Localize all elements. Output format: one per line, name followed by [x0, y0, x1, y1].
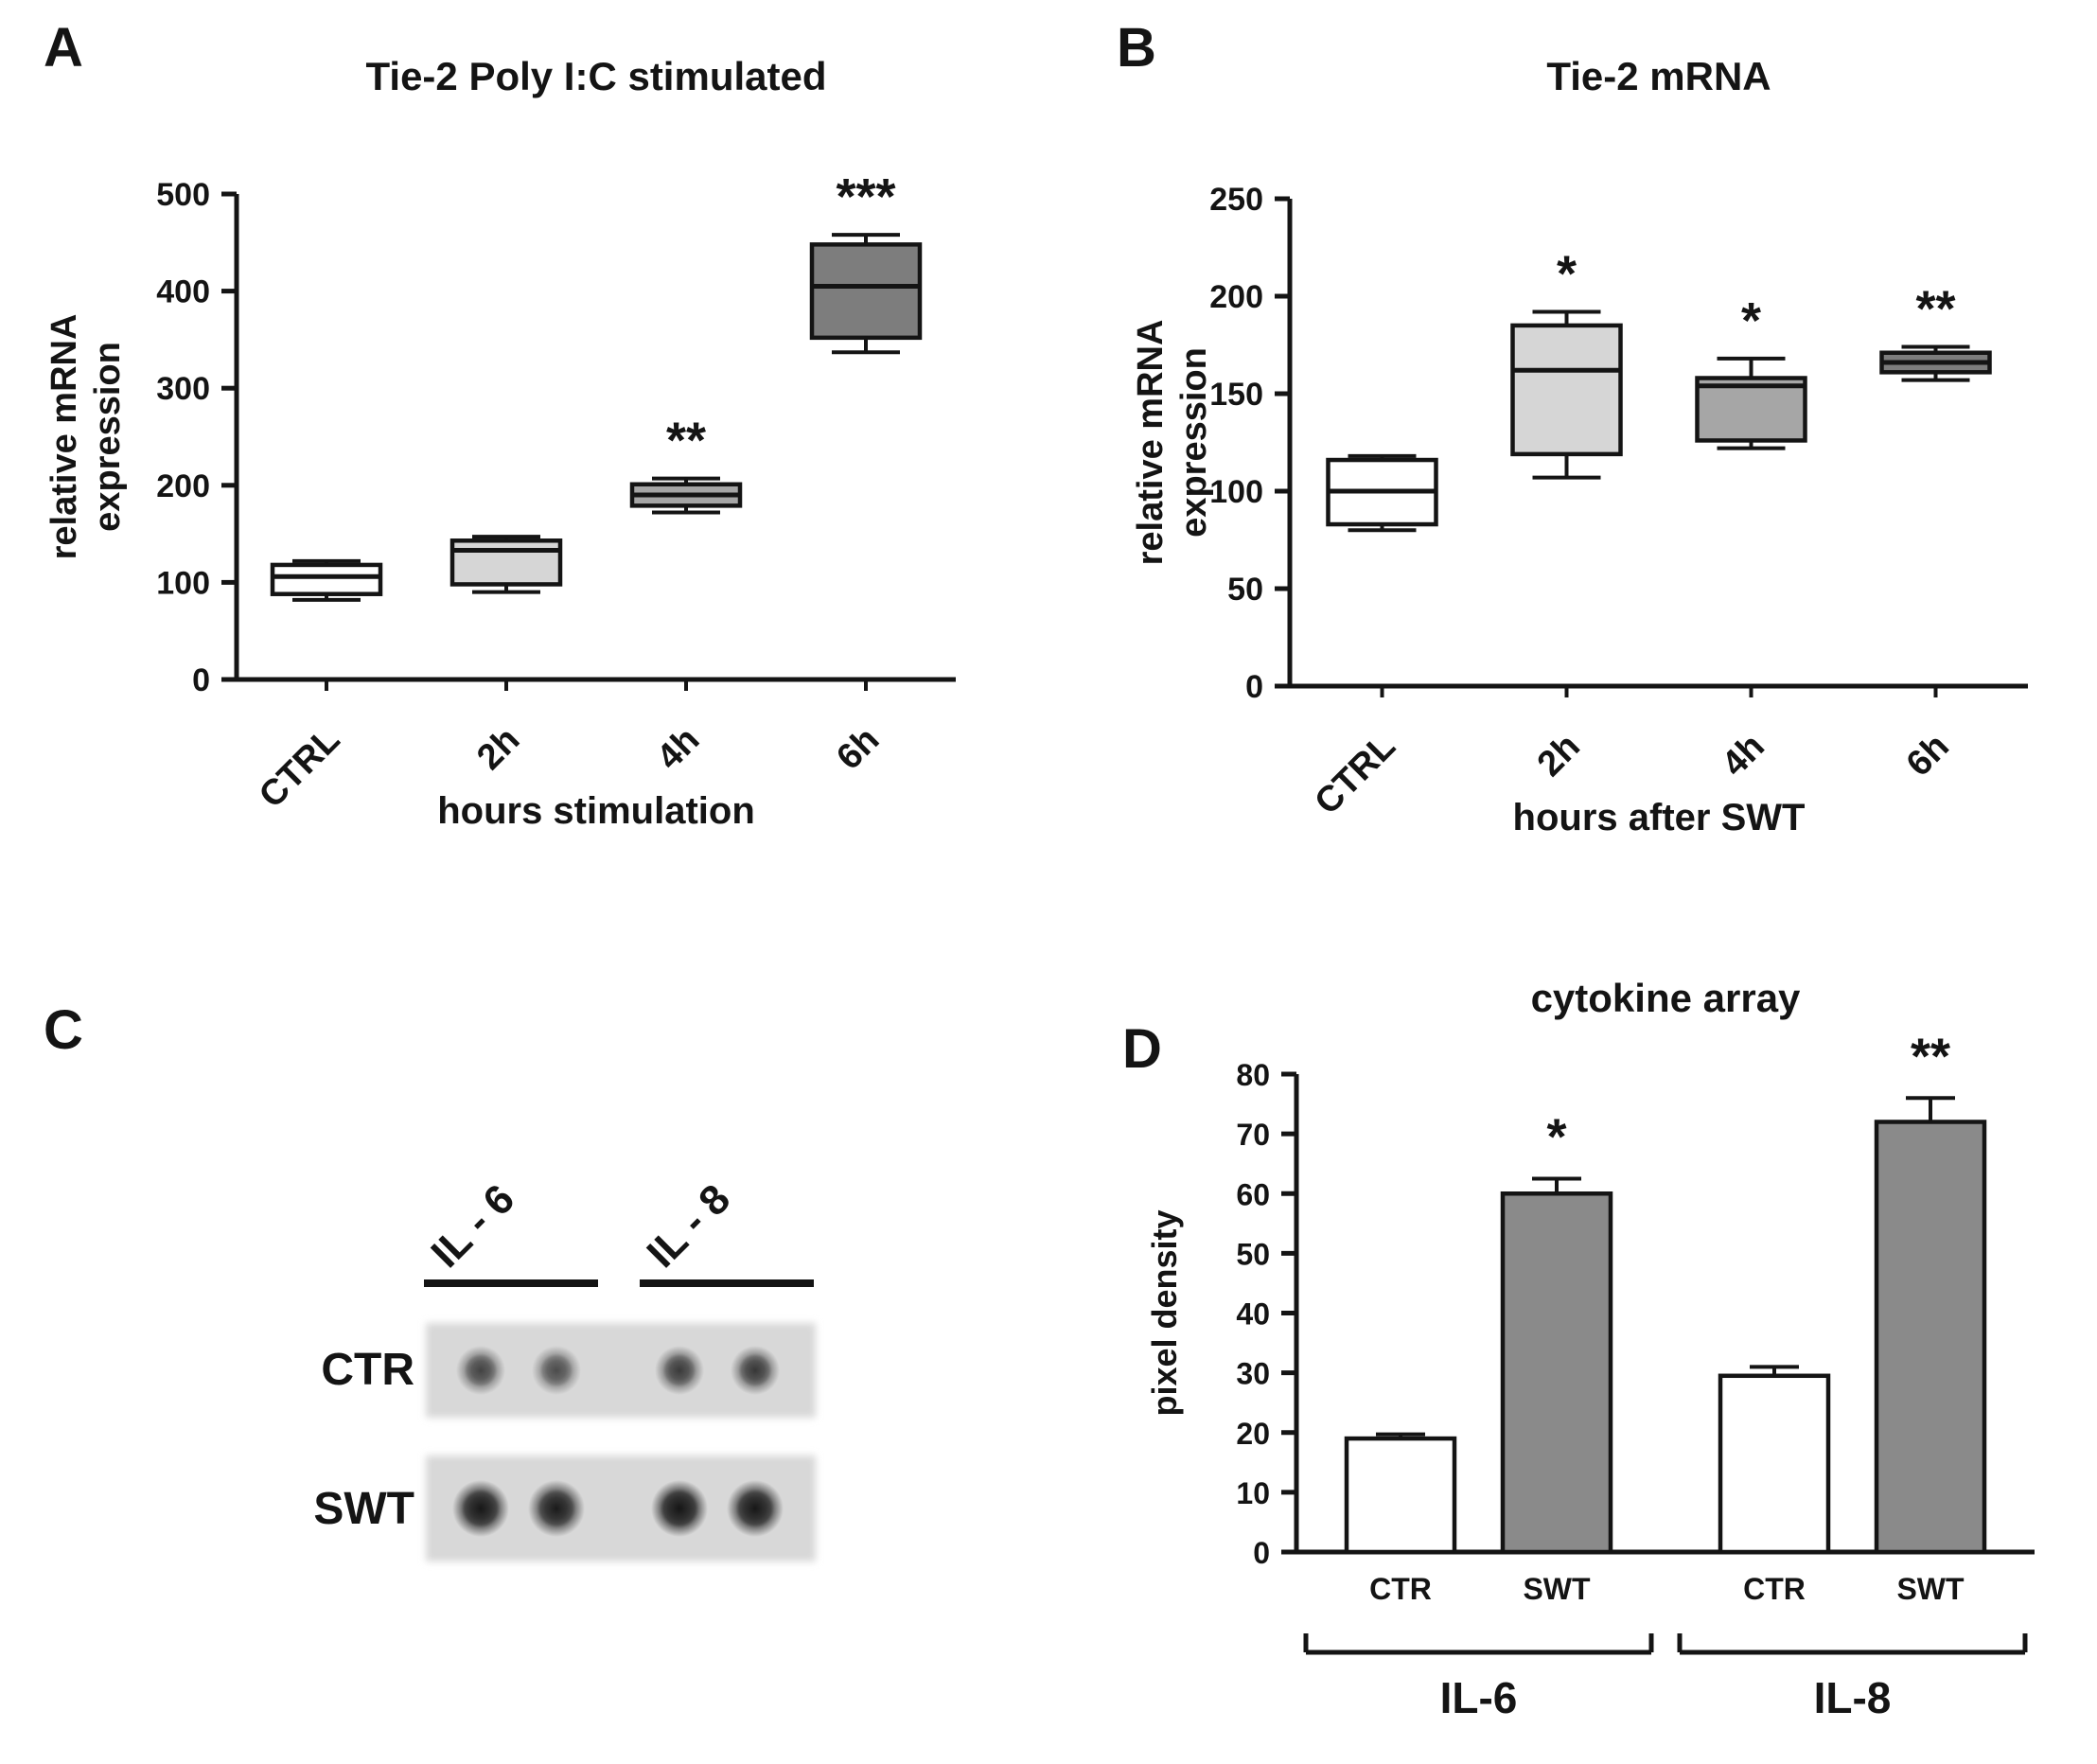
- box-6h: [809, 242, 923, 341]
- x-tick-label: CTR: [1369, 1572, 1432, 1606]
- y-axis-label: pixel density: [1145, 1209, 1184, 1416]
- x-tick-label: 2h: [469, 720, 527, 778]
- barchart-cytokine-array: 0 10 20 30 40 50 60 70 80 pixel density CTR * SWT CTR…: [1145, 1028, 2035, 1722]
- y-tick-label: 150: [1209, 377, 1263, 413]
- panel-D-title: cytokine array: [1530, 976, 1801, 1020]
- column-underline: [424, 1279, 598, 1287]
- y-tick-label: 0: [1245, 669, 1263, 705]
- y-tick-label: 40: [1236, 1297, 1270, 1332]
- y-tick-label: 0: [1253, 1536, 1270, 1570]
- y-axis-label: expression: [1174, 347, 1214, 538]
- y-tick-label: 250: [1209, 182, 1263, 218]
- y-tick-label: 60: [1236, 1177, 1270, 1211]
- box-2h: [449, 538, 563, 587]
- x-tick-label: 4h: [649, 720, 707, 778]
- y-axis-label: relative mRNA: [1131, 320, 1171, 566]
- panel-B-label: B: [1117, 17, 1156, 79]
- row-label: SWT: [313, 1484, 414, 1534]
- y-tick-label: 500: [156, 177, 210, 213]
- blot-spot-core: [662, 1353, 696, 1387]
- y-tick-label: 200: [1209, 279, 1263, 315]
- panel-B-title: Tie-2 mRNA: [1546, 54, 1771, 98]
- panel-B: B Tie-2 mRNA 0 50 100 150 200 250 relative mRN…: [1048, 0, 2097, 880]
- blot-spot-core: [537, 1489, 576, 1528]
- y-tick-label: 300: [156, 371, 210, 407]
- y-axis-label: expression: [88, 342, 128, 532]
- panel-D: D cytokine array 0 10 20 30 40 50 60 70 80 pixel …: [1048, 882, 2097, 1764]
- bar-IL-6-SWT: [1500, 1191, 1613, 1555]
- row-label: CTR: [321, 1345, 414, 1395]
- significance-stars: *: [1741, 292, 1761, 349]
- boxplot-tie2-polyic: 0 100 200 300 400 500 relative mRNA expression C…: [44, 168, 956, 832]
- y-tick-label: 30: [1236, 1357, 1270, 1391]
- x-tick-label: CTRL: [1308, 727, 1403, 822]
- x-tick-label: 2h: [1530, 727, 1588, 785]
- x-tick-label: CTRL: [252, 720, 347, 816]
- blot-spot-core: [735, 1489, 775, 1528]
- y-tick-label: 70: [1236, 1118, 1270, 1152]
- y-tick-label: 0: [192, 662, 210, 698]
- y-tick-label: 100: [1209, 474, 1263, 510]
- y-tick-label: 50: [1236, 1237, 1270, 1271]
- box-2h: [1510, 323, 1623, 457]
- y-axis-label: relative mRNA: [44, 314, 84, 560]
- blot-spot-core: [539, 1353, 573, 1387]
- y-tick-label: 50: [1227, 572, 1263, 608]
- x-tick-label: SWT: [1896, 1572, 1965, 1606]
- blot-spot-core: [738, 1353, 772, 1387]
- blot-spot-core: [464, 1353, 498, 1387]
- panel-C: C IL - 6 IL - 8 CTR SWT: [0, 882, 1048, 1764]
- significance-stars: **: [1915, 281, 1955, 338]
- x-tick-label: CTR: [1743, 1572, 1806, 1606]
- dot-blot-image: IL - 6 IL - 8 CTR SWT: [313, 1175, 816, 1561]
- column-underline: [640, 1279, 814, 1287]
- y-tick-label: 400: [156, 274, 210, 310]
- x-axis-label: hours after SWT: [1513, 797, 1806, 838]
- x-tick-label: 6h: [1899, 727, 1957, 785]
- x-tick-label: 4h: [1715, 727, 1772, 785]
- box-CTRL: [270, 562, 383, 596]
- y-tick-label: 200: [156, 468, 210, 504]
- panel-A-label: A: [44, 17, 83, 79]
- significance-stars: **: [1911, 1028, 1950, 1085]
- blot-spot-core: [461, 1489, 501, 1528]
- bar-IL-8-CTR: [1718, 1373, 1831, 1555]
- y-tick-label: 10: [1236, 1476, 1270, 1510]
- y-tick-label: 20: [1236, 1417, 1270, 1451]
- significance-stars: ***: [836, 168, 895, 225]
- group-label: IL-8: [1814, 1673, 1892, 1722]
- panel-A: A Tie-2 Poly I:C stimulated 0 100 200 300 40…: [0, 0, 1048, 880]
- x-tick-label: SWT: [1523, 1572, 1591, 1606]
- boxplot-tie2-mrna: 0 50 100 150 200 250 relative mRNA expression CT…: [1131, 182, 2028, 838]
- x-axis-label: hours stimulation: [437, 790, 755, 832]
- significance-stars: *: [1557, 245, 1577, 302]
- y-tick-label: 100: [156, 565, 210, 601]
- group-label: IL-6: [1440, 1673, 1518, 1722]
- x-tick-label: 6h: [829, 720, 887, 778]
- panel-D-label: D: [1122, 1018, 1162, 1080]
- column-label: IL - 8: [638, 1175, 739, 1277]
- column-label: IL - 6: [422, 1175, 523, 1277]
- blot-spot-core: [660, 1489, 699, 1528]
- panel-C-label: C: [44, 999, 83, 1061]
- significance-stars: *: [1546, 1108, 1566, 1165]
- significance-stars: **: [666, 413, 706, 469]
- bar-IL-6-CTR: [1344, 1436, 1457, 1555]
- bar-IL-8-SWT: [1874, 1120, 1987, 1555]
- box-4h: [1695, 376, 1807, 443]
- y-tick-label: 80: [1236, 1058, 1270, 1092]
- panel-A-title: Tie-2 Poly I:C stimulated: [365, 54, 827, 98]
